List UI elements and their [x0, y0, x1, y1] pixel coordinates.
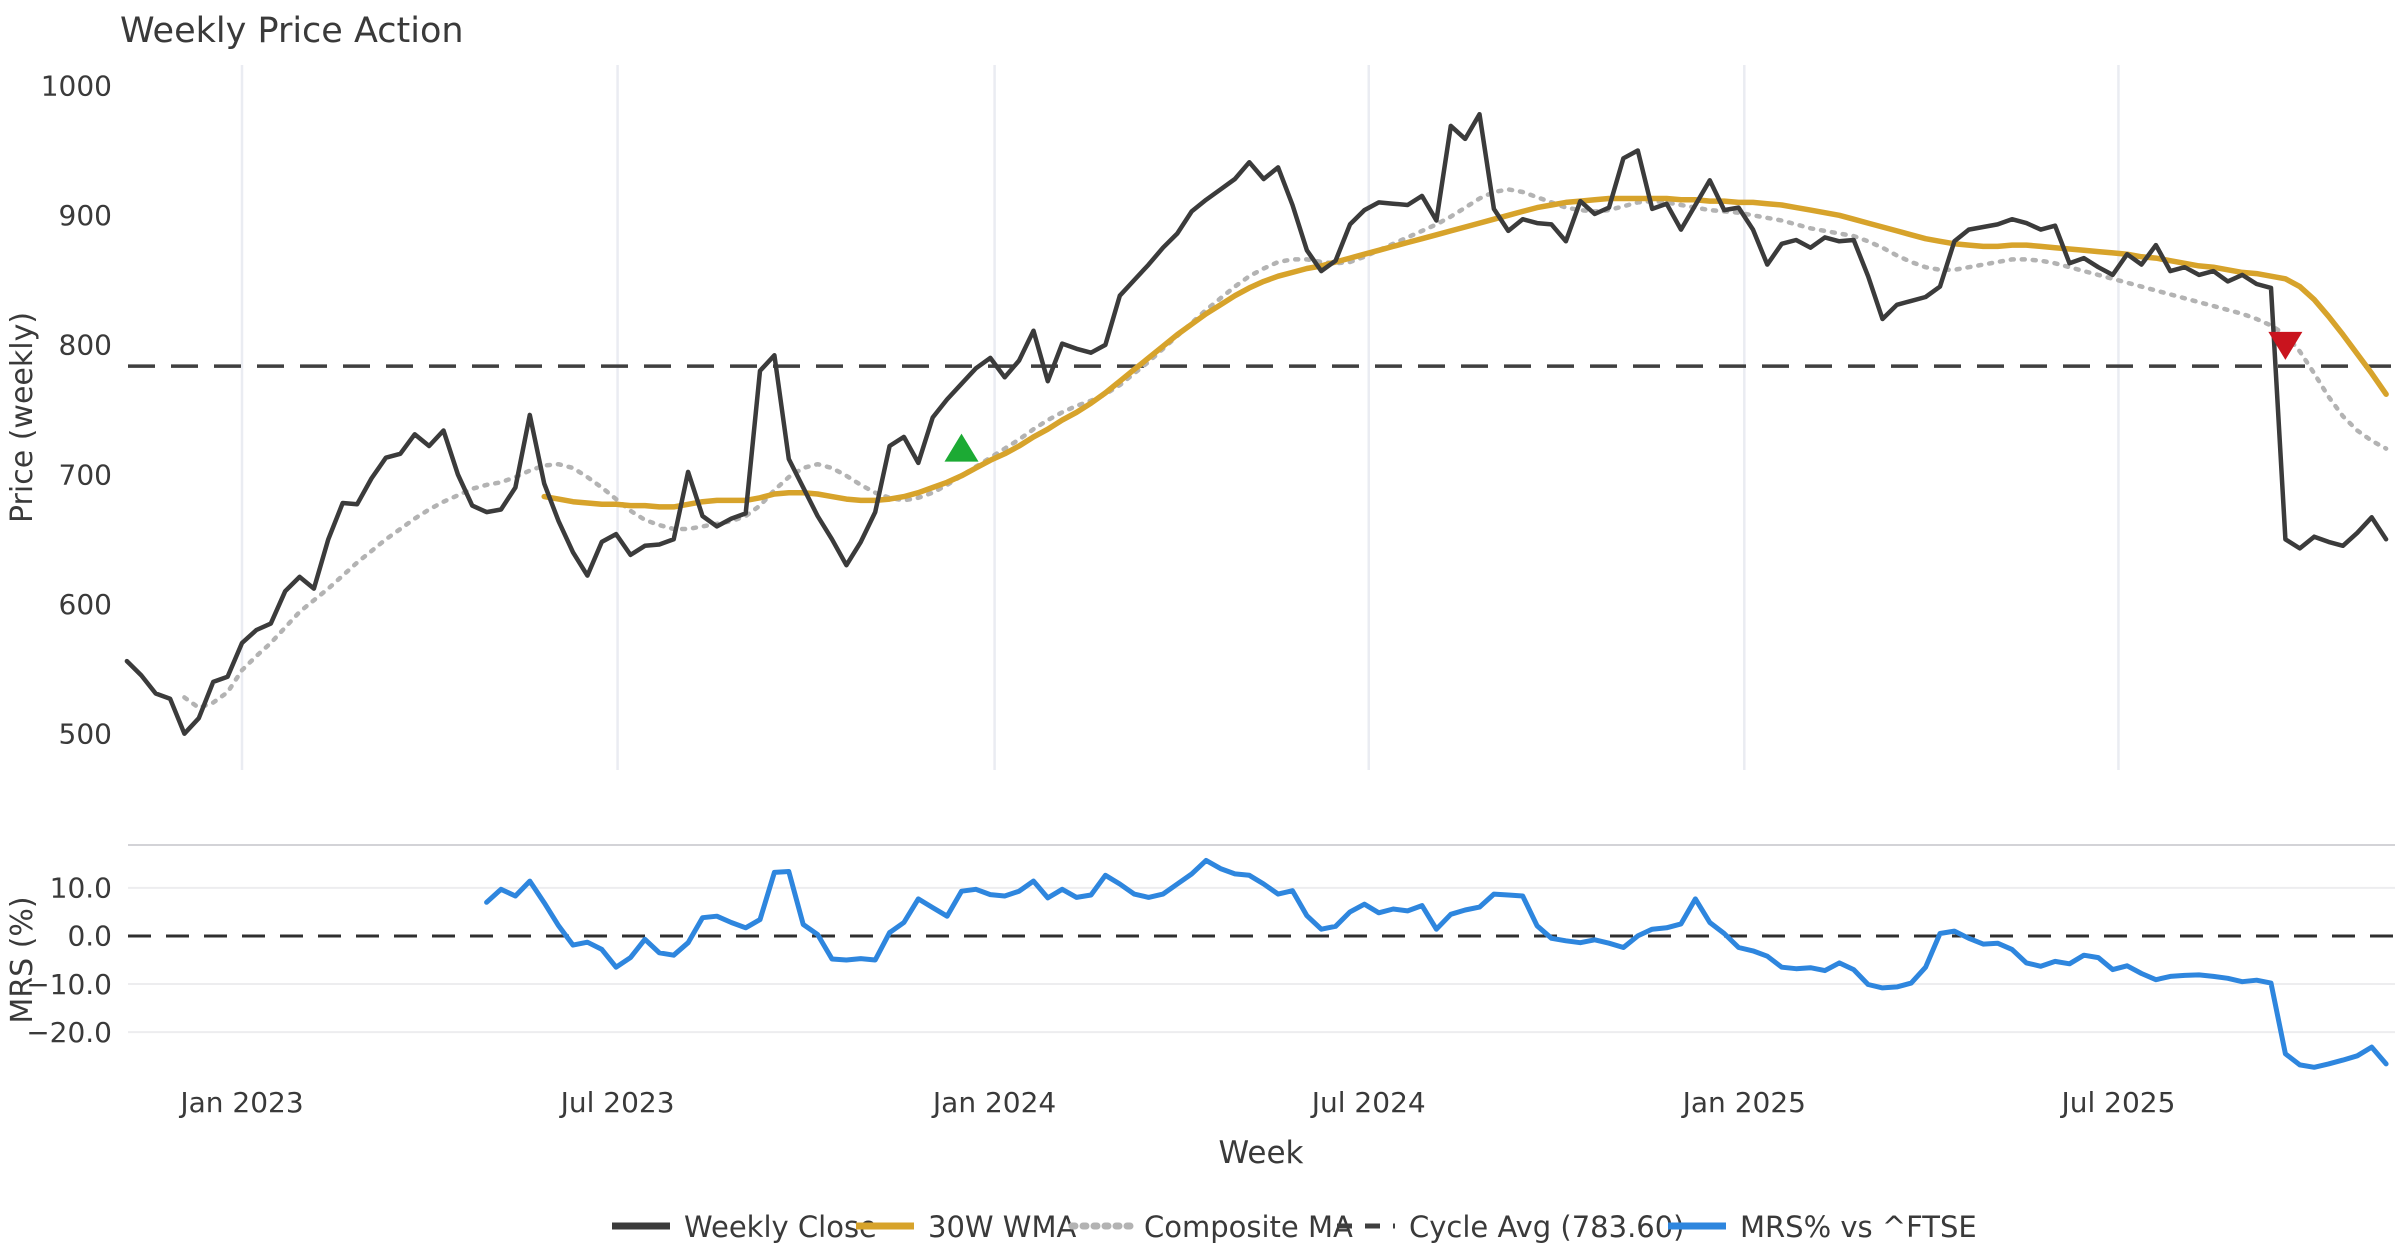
mrs-ytick-3: −20.0: [26, 1016, 112, 1049]
price-ytick-600: 600: [59, 588, 112, 621]
composite-ma-line: [182, 187, 2389, 711]
mrs-line: [484, 857, 2389, 1070]
legend-label-3: Cycle Avg (783.60): [1409, 1210, 1685, 1244]
legend-label-1: 30W WMA: [928, 1210, 1076, 1244]
legend-item-2: Composite MA: [1068, 1210, 1353, 1244]
price-ytick-1000: 1000: [41, 70, 112, 103]
x-tick-2: Jan 2024: [931, 1086, 1056, 1119]
mrs-ytick-2: −10.0: [26, 968, 112, 1001]
legend-item-4: MRS% vs ^FTSE: [1668, 1210, 1977, 1244]
mrs-axis-label: MRS (%): [5, 896, 40, 1023]
price-ytick-700: 700: [59, 458, 112, 491]
legend: Weekly Close 30W WMA Composite MA Cycle Avg…: [612, 1210, 1977, 1244]
legend-item-1: 30W WMA: [856, 1210, 1076, 1244]
weekly-close-line: [124, 111, 2389, 736]
x-tick-1: Jul 2023: [559, 1086, 675, 1119]
price-ytick-900: 900: [59, 199, 112, 232]
price-ytick-500: 500: [59, 718, 112, 751]
mrs-ytick-0: 10.0: [50, 872, 112, 905]
buy-signal-marker-icon: [944, 433, 979, 462]
price-ytick-800: 800: [59, 329, 112, 362]
legend-label-4: MRS% vs ^FTSE: [1740, 1210, 1977, 1244]
x-tick-4: Jan 2025: [1681, 1086, 1806, 1119]
legend-item-3: Cycle Avg (783.60): [1337, 1210, 1685, 1244]
legend-label-2: Composite MA: [1144, 1210, 1353, 1244]
mrs-ytick-1: 0.0: [67, 920, 112, 953]
legend-item-0: Weekly Close: [612, 1210, 877, 1244]
x-tick-5: Jul 2025: [2059, 1086, 2175, 1119]
chart-title: Weekly Price Action: [120, 11, 464, 51]
price-axis-label: Price (weekly): [5, 312, 40, 523]
legend-label-0: Weekly Close: [684, 1210, 877, 1244]
x-tick-3: Jul 2024: [1310, 1086, 1426, 1119]
sell-signal-marker-icon: [2268, 331, 2303, 360]
x-axis-label: Week: [1219, 1135, 1304, 1171]
x-tick-0: Jan 2023: [178, 1086, 303, 1119]
wma-line: [541, 195, 2389, 510]
